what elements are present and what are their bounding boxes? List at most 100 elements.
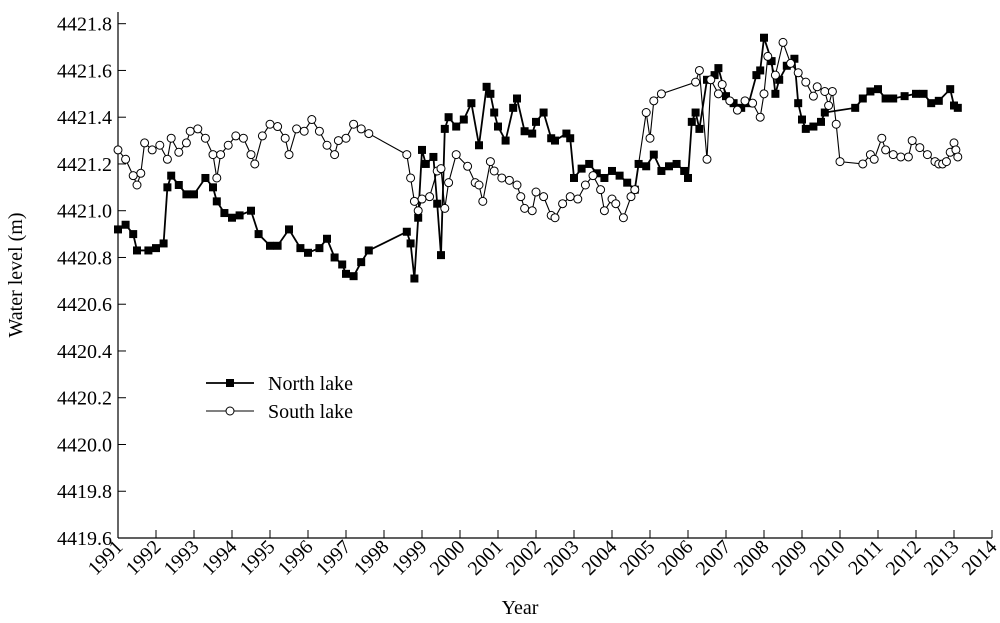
data-point (414, 213, 423, 222)
data-point (235, 211, 244, 220)
data-point (181, 138, 191, 148)
data-point (881, 145, 891, 155)
data-point (266, 241, 274, 250)
data-point (342, 269, 350, 278)
data-point (953, 152, 963, 162)
data-point (121, 154, 131, 164)
data-point (649, 96, 659, 106)
data-point (152, 244, 160, 253)
data-point (200, 133, 210, 143)
data-point (740, 96, 750, 106)
data-point (333, 136, 343, 146)
data-point (874, 85, 882, 94)
y-tick-label: 4420.6 (57, 294, 112, 316)
data-point (752, 71, 761, 80)
data-point (626, 192, 636, 202)
data-point (444, 178, 454, 188)
data-point (520, 203, 530, 213)
x-tick-label: 2006 (654, 536, 698, 580)
data-point (212, 173, 222, 183)
data-point (858, 94, 867, 103)
data-point (623, 178, 632, 187)
data-point (946, 85, 955, 94)
data-point (835, 157, 845, 167)
data-point (417, 194, 427, 204)
data-point (550, 213, 560, 223)
data-point (364, 129, 374, 139)
data-point (907, 136, 917, 146)
data-point (680, 166, 689, 175)
data-point (691, 108, 700, 117)
data-point (725, 96, 735, 106)
data-point (748, 98, 758, 108)
data-point (889, 94, 898, 103)
data-point (144, 246, 153, 255)
data-point (912, 89, 920, 98)
data-point (809, 122, 818, 131)
legend-marker (225, 406, 235, 416)
data-point (452, 122, 461, 131)
data-point (657, 166, 666, 175)
data-point (611, 199, 621, 209)
data-point (702, 154, 712, 164)
data-point (642, 162, 651, 171)
y-tick-label: 4420.4 (57, 341, 112, 363)
data-point (185, 126, 195, 136)
data-point (615, 171, 624, 180)
x-tick-label: 2002 (502, 536, 546, 580)
legend-label: North lake (268, 373, 353, 395)
x-tick-label: 2011 (844, 536, 887, 579)
data-point (516, 192, 526, 202)
y-tick-label: 4421.8 (57, 14, 112, 36)
data-point (778, 37, 788, 47)
y-tick-label: 4419.8 (57, 481, 112, 503)
data-point (775, 75, 784, 84)
y-tick-label: 4420.8 (57, 247, 112, 269)
data-point (763, 51, 773, 61)
data-point (406, 173, 416, 183)
data-point (497, 173, 507, 183)
data-point (273, 122, 283, 132)
data-point (489, 166, 499, 176)
data-point (759, 89, 769, 99)
data-point (247, 206, 255, 215)
data-point (357, 258, 366, 267)
data-point (630, 185, 640, 195)
data-point (732, 105, 742, 115)
data-point (444, 113, 453, 122)
x-tick-label: 1994 (198, 536, 242, 580)
data-point (934, 96, 943, 105)
data-point (406, 239, 415, 248)
data-point (596, 185, 606, 195)
data-point (706, 75, 716, 85)
data-point (174, 180, 183, 189)
data-point (147, 145, 157, 155)
data-point (786, 58, 796, 68)
data-point (209, 183, 217, 192)
data-point (645, 133, 655, 143)
data-point (573, 194, 583, 204)
data-point (437, 251, 445, 260)
data-point (182, 190, 191, 199)
data-point (322, 140, 332, 150)
data-point (467, 99, 476, 108)
data-point (695, 124, 704, 133)
data-point (501, 136, 510, 145)
data-point (672, 159, 681, 168)
data-point (641, 108, 651, 118)
data-point (528, 129, 537, 138)
data-point (285, 225, 293, 234)
data-point (566, 134, 575, 143)
data-point (755, 112, 765, 122)
data-line (117, 37, 959, 279)
x-tick-label: 2010 (806, 536, 850, 580)
x-tick-label: 2013 (920, 536, 964, 580)
data-point (722, 92, 730, 101)
data-point (296, 244, 305, 253)
data-point (459, 115, 468, 124)
data-point (228, 213, 236, 222)
data-point (212, 197, 221, 206)
data-point (649, 150, 658, 159)
data-point (801, 124, 810, 133)
data-point (881, 94, 890, 103)
